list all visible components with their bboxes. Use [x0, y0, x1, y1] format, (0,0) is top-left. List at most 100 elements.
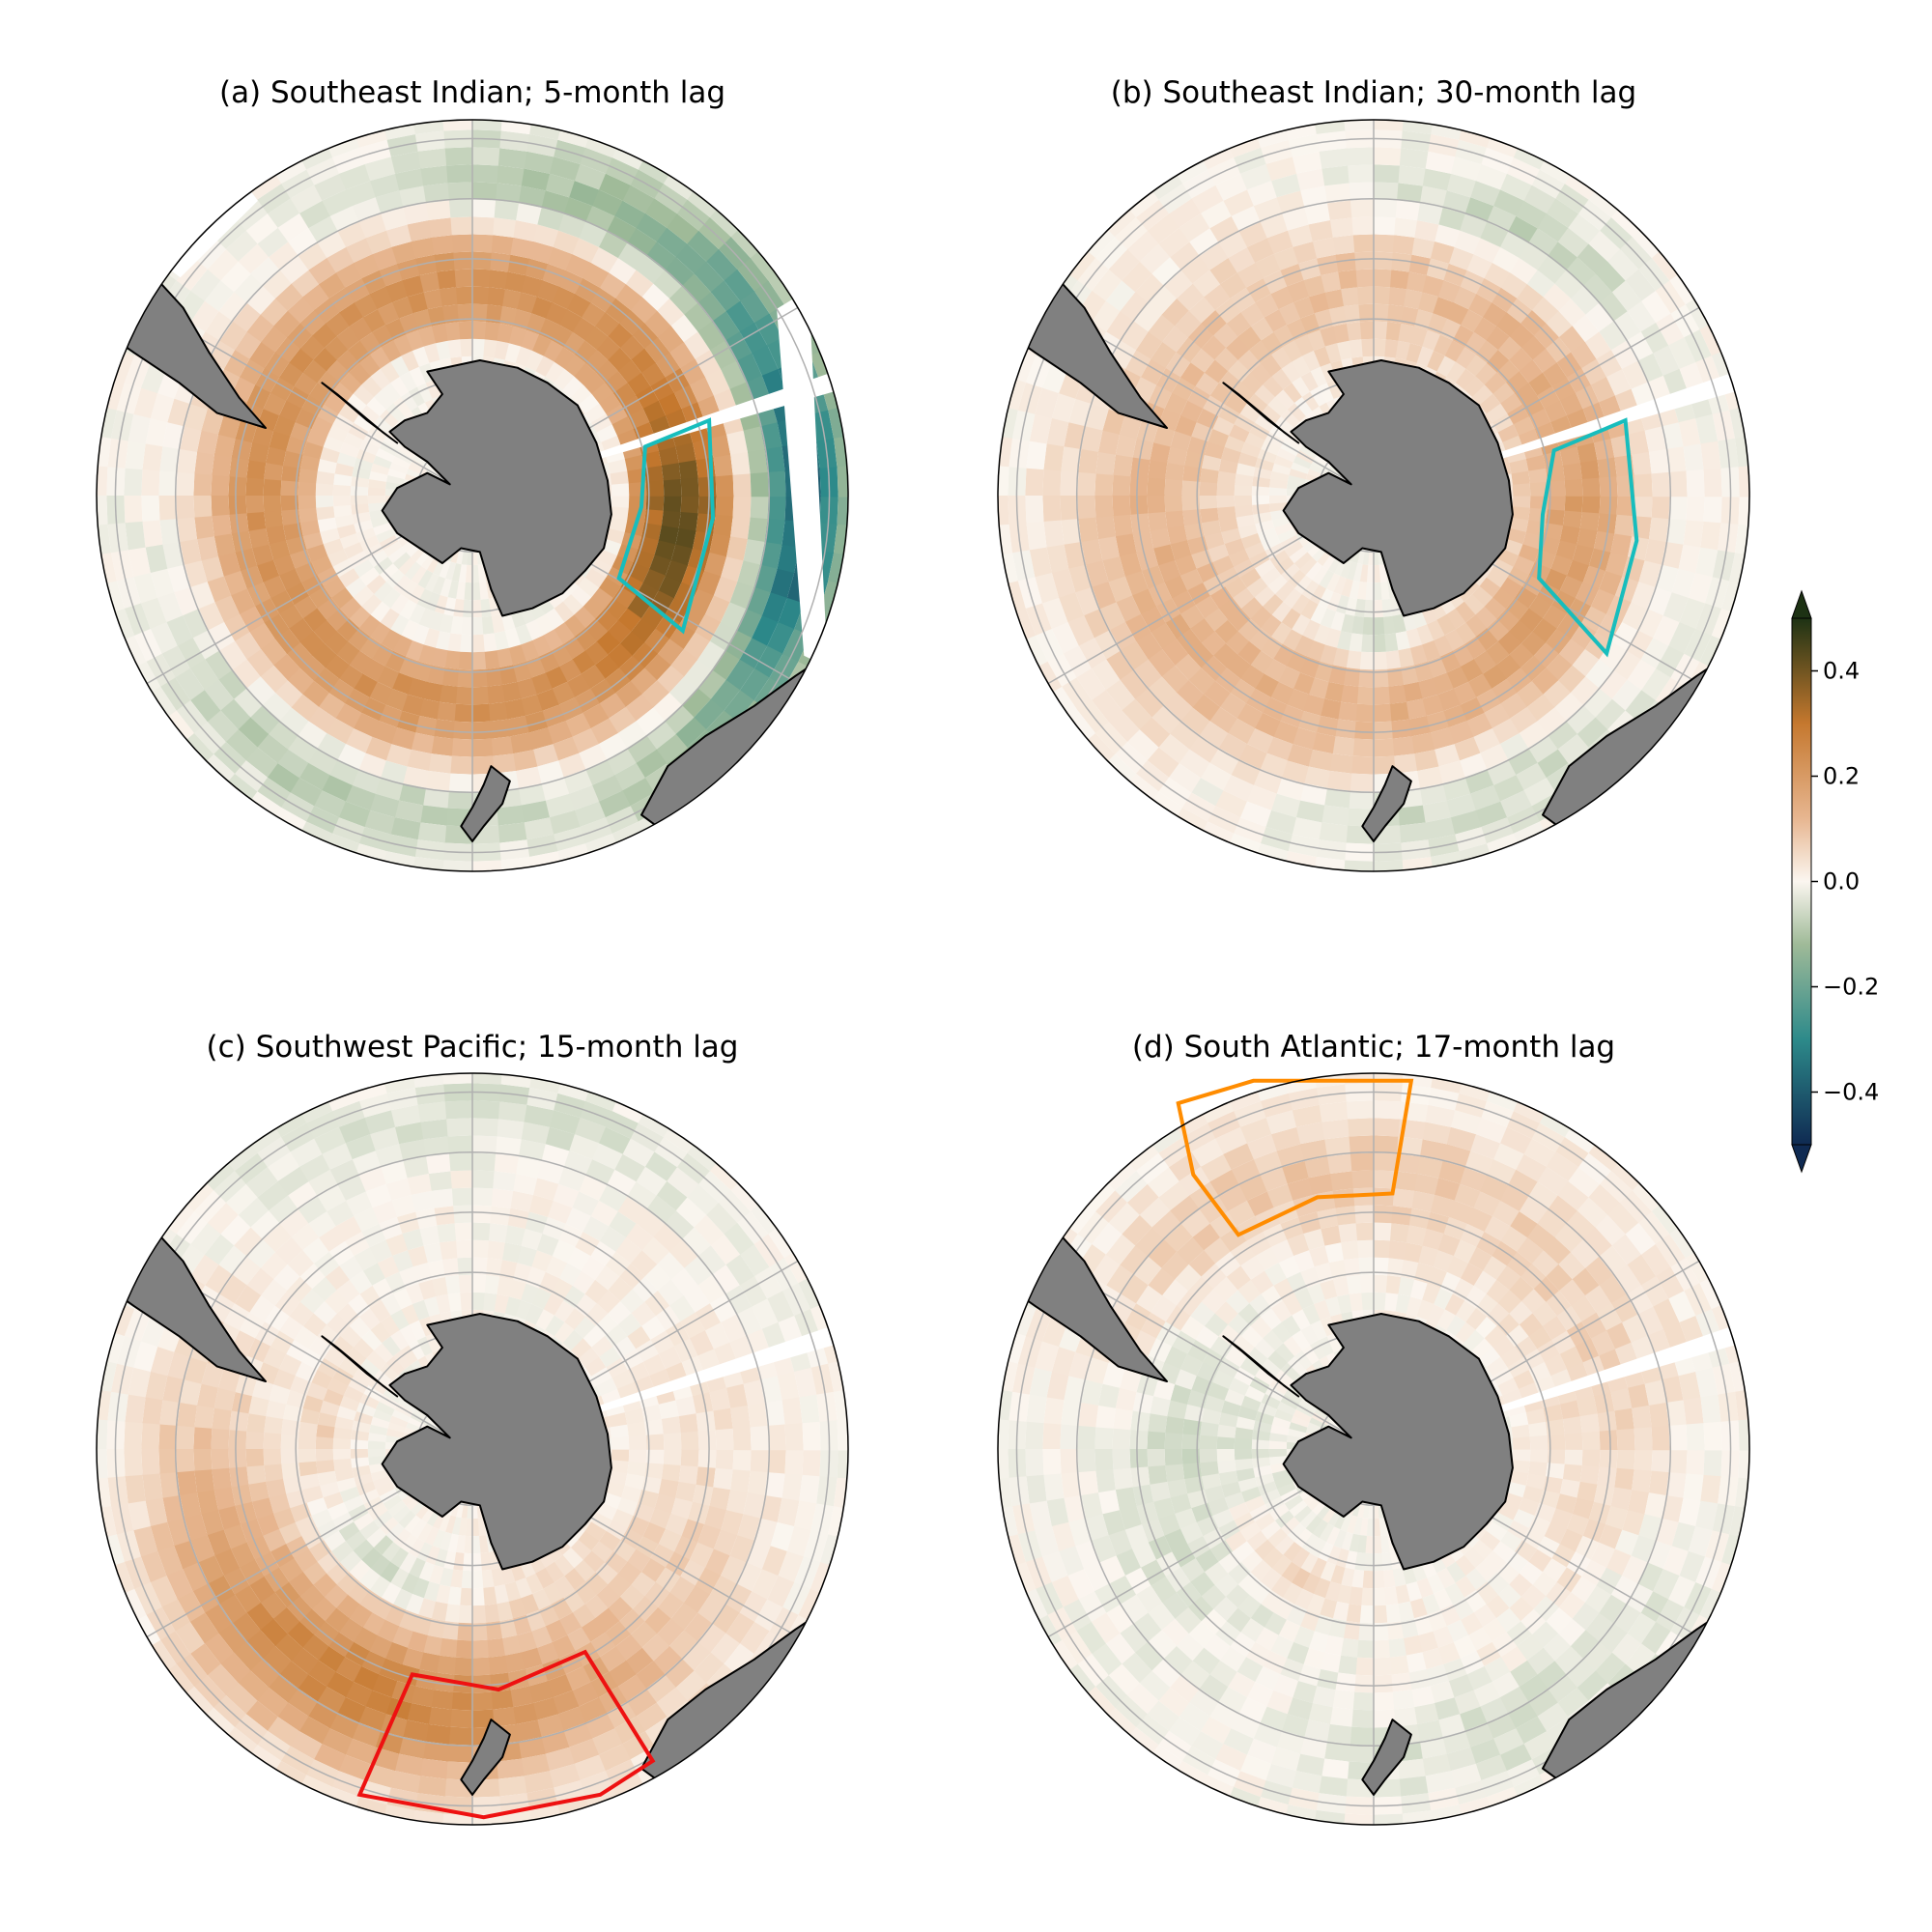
field-cell — [601, 538, 622, 556]
field-cell — [1498, 790, 1532, 818]
field-cell — [246, 313, 274, 342]
field-cell — [1292, 726, 1318, 751]
field-cell — [1139, 242, 1172, 274]
field-cell — [450, 1170, 474, 1189]
field-cell — [1406, 698, 1427, 720]
field-cell — [446, 790, 472, 810]
field-cell — [732, 473, 752, 497]
field-cell — [326, 1561, 350, 1585]
field-cell — [515, 1299, 533, 1321]
field-cell — [364, 1690, 392, 1715]
field-cell — [1610, 622, 1638, 652]
field-cell — [1594, 439, 1615, 462]
field-cell — [266, 1478, 287, 1498]
field-cell — [616, 721, 647, 750]
field-cell — [732, 1427, 752, 1451]
field-cell — [393, 1350, 412, 1370]
field-cell — [1311, 732, 1336, 754]
field-cell — [219, 1273, 248, 1304]
field-cell — [465, 564, 472, 583]
field-cell — [1353, 598, 1366, 617]
field-cell — [1475, 362, 1497, 385]
field-cell — [1734, 524, 1749, 557]
field-cell — [263, 478, 282, 496]
field-cell — [471, 1657, 491, 1676]
field-cell — [1703, 468, 1722, 497]
field-cell — [1204, 283, 1232, 310]
field-cell — [524, 711, 548, 733]
field-cell — [1236, 462, 1256, 477]
field-cell — [231, 1391, 253, 1414]
field-cell — [1382, 615, 1396, 635]
field-cell — [353, 1337, 375, 1359]
field-cell — [1397, 183, 1425, 204]
field-cell — [1157, 733, 1190, 764]
field-cell — [383, 1387, 403, 1404]
field-cell — [299, 1472, 321, 1491]
field-cell — [248, 1576, 275, 1603]
field-cell — [403, 203, 430, 225]
field-cell — [447, 580, 459, 599]
field-cell — [578, 1347, 600, 1368]
field-cell — [490, 1690, 514, 1710]
field-cell — [1102, 555, 1125, 582]
field-cell — [455, 1535, 466, 1553]
field-cell — [1199, 242, 1230, 270]
field-cell — [1373, 599, 1383, 618]
field-cell — [1392, 235, 1416, 255]
field-cell — [488, 701, 508, 722]
field-cell — [1248, 627, 1271, 651]
field-cell — [696, 1466, 716, 1489]
field-cell — [1309, 584, 1326, 605]
field-cell — [1191, 185, 1225, 213]
field-cell — [206, 709, 239, 743]
field-cell — [350, 1438, 369, 1449]
field-cell — [351, 1457, 370, 1468]
field-cell — [387, 546, 407, 564]
field-cell — [1374, 147, 1403, 166]
field-cell — [1421, 800, 1451, 823]
field-cell — [1391, 736, 1415, 756]
field-cell — [1293, 575, 1313, 595]
field-cell — [291, 269, 320, 298]
field-cell — [669, 1239, 698, 1269]
field-cell — [596, 549, 617, 568]
field-cell — [697, 1449, 717, 1469]
field-cell — [376, 447, 395, 463]
missing-data-rim — [777, 289, 828, 668]
field-cell — [368, 1455, 386, 1465]
field-cell — [348, 340, 371, 363]
field-cell — [1350, 615, 1365, 635]
field-cell — [1511, 506, 1530, 521]
field-cell — [298, 1195, 328, 1224]
field-cell — [440, 578, 452, 598]
field-cell — [1349, 339, 1364, 358]
field-cell — [423, 1296, 440, 1317]
field-cell — [1446, 361, 1466, 384]
field-cell — [739, 323, 768, 355]
field-cell — [1268, 495, 1288, 504]
field-cell — [399, 185, 428, 208]
field-cell — [1136, 419, 1159, 443]
field-cell — [369, 286, 393, 310]
field-cell — [582, 372, 606, 395]
field-cell — [1373, 721, 1393, 740]
field-cell — [1326, 591, 1342, 612]
field-cell — [392, 1249, 414, 1272]
field-cell — [260, 298, 289, 327]
field-cell — [323, 577, 346, 598]
field-cell — [1112, 473, 1131, 496]
field-cell — [264, 509, 284, 528]
field-cell — [455, 1639, 472, 1659]
field-cell — [444, 1604, 461, 1623]
field-cell — [1596, 350, 1623, 379]
field-cell — [437, 1223, 457, 1243]
field-cell — [1548, 242, 1578, 271]
field-cell — [1496, 609, 1520, 632]
field-cell — [373, 1475, 392, 1490]
field-cell — [598, 1530, 621, 1552]
field-cell — [737, 560, 761, 588]
field-cell — [1208, 543, 1229, 562]
field-cell — [290, 185, 324, 213]
field-cell — [329, 205, 360, 232]
